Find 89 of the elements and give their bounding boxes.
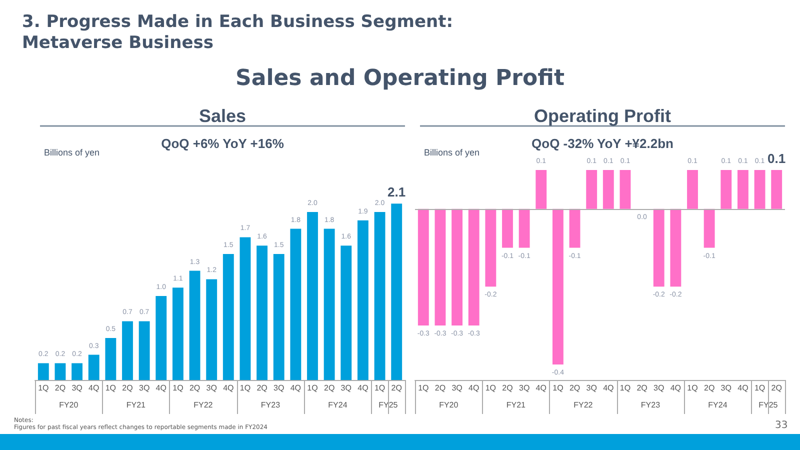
x-tick-label: 3Q — [206, 384, 217, 392]
x-tick-label: 1Q — [485, 384, 496, 392]
bar — [38, 363, 49, 380]
text: FY23 — [640, 400, 661, 410]
text: Sales and Operating Profit — [234, 66, 566, 91]
text: FY23 — [260, 400, 281, 410]
bar — [172, 288, 184, 380]
x-tick-label: 1Q — [687, 384, 698, 392]
x-tick-label: 2Q — [771, 384, 782, 392]
x-tick-label: 1Q — [105, 384, 116, 392]
bar — [290, 228, 302, 380]
x-tick-label: 3Q — [654, 384, 664, 392]
bar — [138, 321, 150, 380]
data-label: 0.1 — [768, 151, 786, 166]
x-tick-label: 1Q — [620, 384, 631, 392]
chart-subtitle: QoQ +6% YoY +16% — [161, 136, 284, 151]
text: FY20 — [439, 400, 459, 410]
x-tick-label: 1Q — [754, 384, 766, 392]
x-tick-label: 2Q — [502, 384, 513, 392]
x-tick-label: 2Q — [122, 384, 133, 392]
data-label: 2.1 — [388, 184, 406, 200]
y-axis-title: Billions of yen — [424, 148, 480, 158]
x-tick-label: 4Q — [358, 384, 368, 392]
text: FY25 — [758, 400, 778, 410]
x-tick-label: 4Q — [670, 384, 682, 392]
chart-subtitle: QoQ -32% YoY +¥2.2bn — [532, 136, 674, 151]
x-tick-label: 4Q — [536, 384, 546, 392]
bar — [72, 363, 83, 380]
bar — [122, 321, 133, 380]
text: FY20 — [59, 400, 79, 410]
bar — [189, 270, 200, 380]
bar — [222, 254, 234, 380]
bar — [357, 220, 368, 380]
x-tick-label: 1Q — [172, 384, 184, 392]
x-tick-label: 4Q — [603, 384, 614, 392]
x-tick-label: 2Q — [189, 384, 200, 392]
x-tick-label: 3Q — [72, 384, 82, 392]
text: FY25 — [378, 400, 398, 410]
bar — [105, 338, 116, 380]
x-tick-label: 4Q — [156, 384, 166, 392]
x-tick-label: 2Q — [704, 384, 715, 392]
text: FY24 — [328, 400, 348, 410]
text: FY24 — [708, 400, 728, 410]
bar — [324, 228, 335, 380]
bar — [54, 363, 66, 380]
x-tick-label: 2Q — [391, 384, 402, 392]
x-tick-label: 3Q — [138, 384, 150, 392]
bar — [206, 279, 218, 380]
bar — [374, 212, 386, 380]
x-tick-label: 3Q — [720, 384, 732, 392]
chart-title: Operating Profit — [534, 106, 672, 126]
bar — [391, 204, 402, 380]
bar — [256, 246, 268, 380]
x-tick-label: 2Q — [569, 384, 580, 392]
chart-title: Sales — [198, 106, 246, 126]
y-axis-title: Billions of yen — [44, 148, 100, 158]
x-tick-label: 1Q — [418, 384, 429, 392]
text: 33 — [775, 420, 788, 431]
x-tick-label: 1Q — [307, 384, 318, 392]
bar — [156, 296, 167, 380]
text: 3. Progress Made in Each Business Segment: Metaverse Business — [22, 12, 454, 54]
bar — [240, 237, 251, 380]
x-tick-label: 4Q — [88, 384, 100, 392]
x-tick-label: 1Q — [374, 384, 386, 392]
bar — [307, 212, 318, 380]
bar — [88, 354, 100, 380]
x-tick-label: 1Q — [240, 384, 251, 392]
x-tick-label: 2Q — [54, 384, 66, 392]
text: FY22 — [194, 400, 214, 410]
x-tick-label: 4Q — [290, 384, 302, 392]
x-tick-label: 1Q — [552, 384, 564, 392]
x-tick-label: 3Q — [274, 384, 284, 392]
bar — [273, 254, 284, 380]
x-tick-label: 1Q — [38, 384, 49, 392]
x-tick-label: 3Q — [586, 384, 597, 392]
x-tick-label: 2Q — [636, 384, 648, 392]
text: FY21 — [506, 400, 526, 410]
text: FY22 — [574, 400, 594, 410]
x-tick-label: 2Q — [324, 384, 335, 392]
x-tick-label: 2Q — [434, 384, 446, 392]
text: FY21 — [126, 400, 146, 410]
x-tick-label: 3Q — [518, 384, 530, 392]
x-tick-label: 4Q — [223, 384, 234, 392]
x-tick-label: 4Q — [468, 384, 480, 392]
x-tick-label: 3Q — [340, 384, 352, 392]
x-tick-label: 4Q — [738, 384, 748, 392]
x-tick-label: 2Q — [256, 384, 268, 392]
bar — [340, 246, 352, 380]
x-tick-label: 3Q — [452, 384, 462, 392]
